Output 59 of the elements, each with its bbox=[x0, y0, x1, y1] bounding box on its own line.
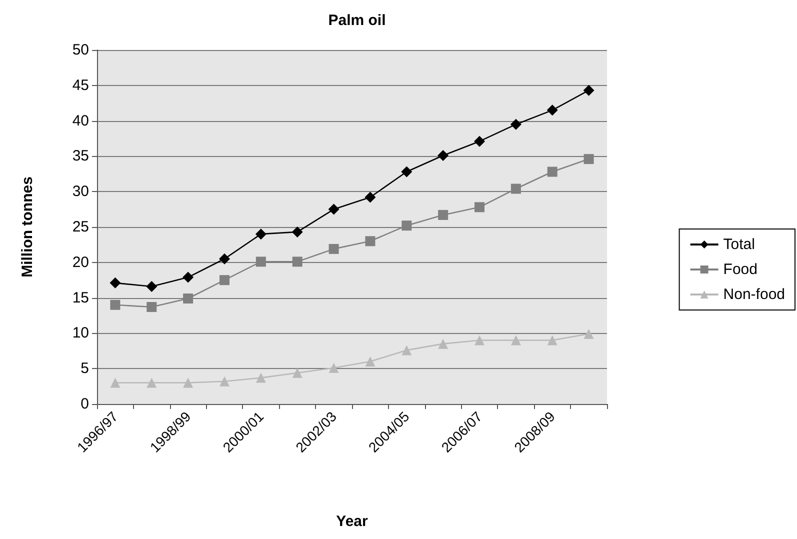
point bbox=[220, 376, 230, 386]
point bbox=[183, 378, 194, 388]
y-tick-label: 15 bbox=[72, 289, 89, 306]
point bbox=[328, 362, 339, 373]
point bbox=[401, 166, 412, 178]
point bbox=[584, 328, 594, 339]
legend-label: Non-food bbox=[723, 286, 786, 303]
point bbox=[438, 338, 448, 349]
point bbox=[146, 378, 157, 388]
point bbox=[474, 136, 485, 147]
point bbox=[402, 345, 412, 356]
point bbox=[110, 378, 120, 388]
y-tick-label: 40 bbox=[72, 112, 89, 130]
point bbox=[146, 280, 158, 292]
legend-label: Food bbox=[723, 261, 758, 278]
y-tick-label: 10 bbox=[72, 324, 89, 342]
point bbox=[583, 84, 594, 96]
point bbox=[546, 104, 558, 116]
point bbox=[510, 118, 522, 130]
point bbox=[292, 368, 302, 378]
point bbox=[584, 154, 594, 164]
point bbox=[146, 302, 157, 312]
x-axis-title: Year bbox=[336, 513, 368, 530]
point bbox=[219, 253, 230, 264]
point bbox=[220, 275, 230, 286]
y-tick-label: 0 bbox=[80, 396, 89, 412]
chart-title: Palm oil bbox=[328, 12, 386, 29]
point bbox=[255, 228, 266, 240]
point bbox=[474, 202, 484, 212]
point bbox=[183, 294, 194, 304]
y-tick-label: 45 bbox=[72, 76, 89, 94]
point bbox=[328, 244, 339, 254]
point bbox=[328, 204, 340, 215]
point bbox=[292, 226, 303, 238]
point bbox=[256, 256, 266, 267]
point bbox=[547, 166, 558, 177]
y-tick-label: 30 bbox=[72, 183, 89, 200]
point bbox=[364, 192, 376, 203]
point bbox=[474, 335, 484, 346]
y-tick-label: 50 bbox=[72, 42, 89, 58]
point bbox=[256, 372, 266, 383]
point bbox=[438, 150, 449, 161]
point bbox=[365, 356, 376, 367]
y-axis-title: Million tonnes bbox=[19, 176, 36, 278]
point bbox=[292, 256, 302, 267]
point bbox=[110, 300, 120, 310]
point bbox=[510, 184, 521, 194]
y-tick-label: 25 bbox=[72, 218, 89, 236]
point bbox=[365, 236, 376, 246]
point bbox=[110, 277, 121, 288]
point bbox=[438, 210, 448, 220]
point bbox=[510, 335, 521, 346]
point bbox=[402, 220, 412, 231]
y-tick-label: 35 bbox=[72, 148, 89, 165]
y-tick-label: 5 bbox=[80, 360, 89, 378]
y-tick-label: 20 bbox=[72, 254, 89, 271]
legend-label: Total bbox=[723, 236, 755, 253]
point bbox=[182, 272, 194, 283]
point bbox=[547, 335, 558, 346]
